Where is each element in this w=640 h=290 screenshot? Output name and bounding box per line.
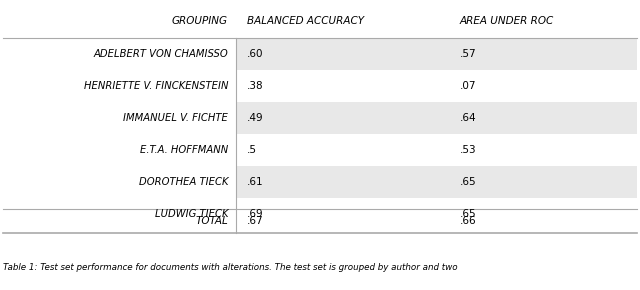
Text: HENRIETTE V. FINCKENSTEIN: HENRIETTE V. FINCKENSTEIN	[83, 81, 228, 91]
Text: .53: .53	[460, 145, 476, 155]
Text: .07: .07	[460, 81, 476, 91]
Text: DOROTHEA TIECK: DOROTHEA TIECK	[138, 177, 228, 187]
Text: BALANCED ACCURACY: BALANCED ACCURACY	[247, 16, 364, 26]
Text: .5: .5	[247, 145, 257, 155]
Text: .57: .57	[460, 49, 476, 59]
Text: .60: .60	[247, 49, 264, 59]
Text: .38: .38	[247, 81, 264, 91]
Text: .64: .64	[460, 113, 476, 123]
FancyBboxPatch shape	[236, 166, 637, 197]
Text: GROUPING: GROUPING	[172, 16, 228, 26]
Text: AREA UNDER ROC: AREA UNDER ROC	[460, 16, 554, 26]
Text: ADELBERT VON CHAMISSO: ADELBERT VON CHAMISSO	[93, 49, 228, 59]
FancyBboxPatch shape	[236, 102, 637, 134]
Text: IMMANUEL V. FICHTE: IMMANUEL V. FICHTE	[123, 113, 228, 123]
Text: .65: .65	[460, 209, 476, 219]
Text: .49: .49	[247, 113, 264, 123]
FancyBboxPatch shape	[236, 38, 637, 70]
Text: Table 1: Test set performance for documents with alterations. The test set is gr: Table 1: Test set performance for docume…	[3, 263, 458, 272]
Text: E.T.A. HOFFMANN: E.T.A. HOFFMANN	[140, 145, 228, 155]
Text: TOTAL: TOTAL	[195, 216, 228, 226]
Text: .61: .61	[247, 177, 264, 187]
Text: .67: .67	[247, 216, 264, 226]
Text: .65: .65	[460, 177, 476, 187]
Text: LUDWIG TIECK: LUDWIG TIECK	[154, 209, 228, 219]
Text: .69: .69	[247, 209, 264, 219]
Text: .66: .66	[460, 216, 476, 226]
